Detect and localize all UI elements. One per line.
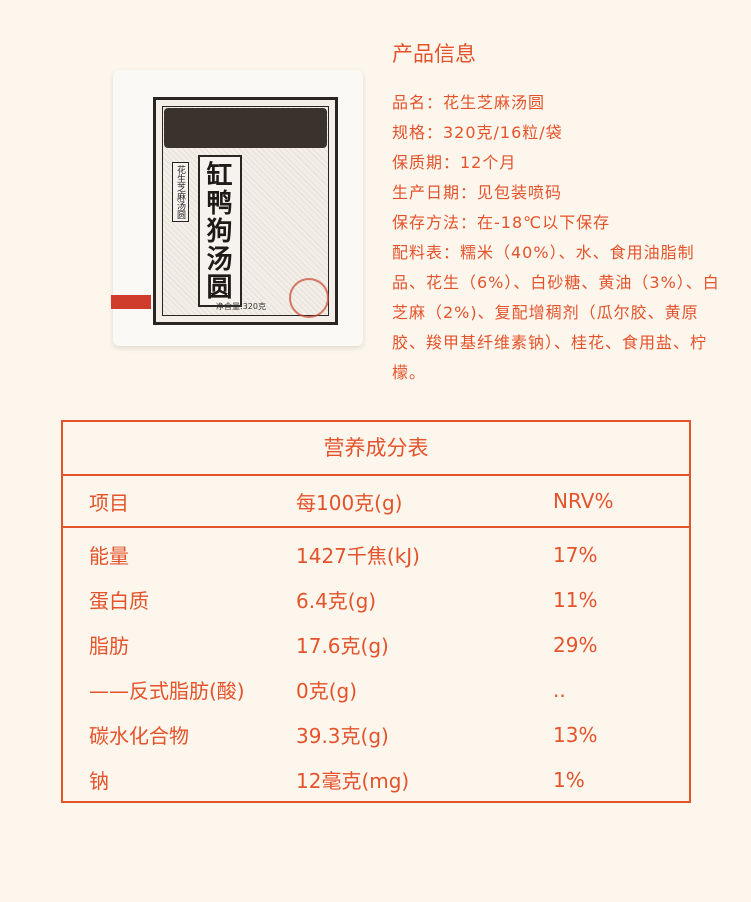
table-row: 能量 1427千焦(kJ) 17% xyxy=(63,532,689,577)
package-brand: 缸鸭狗汤圆 xyxy=(198,155,242,307)
info-spec: 规格：320克/16粒/袋 xyxy=(392,123,563,142)
cell-nrv: 13% xyxy=(553,722,598,747)
cell-item: 脂肪 xyxy=(89,634,129,658)
table-row: 脂肪 17.6克(g) 29% xyxy=(63,622,689,667)
header-item: 项目 xyxy=(89,490,129,515)
info-title: 产品信息 xyxy=(392,42,476,66)
header-nrv: NRV% xyxy=(553,489,614,513)
cell-value: 12毫克(mg) xyxy=(296,769,410,793)
cell-nrv: 29% xyxy=(553,632,598,657)
package-label: 花生芝麻汤圆 缸鸭狗汤圆 净含量:320克 xyxy=(153,97,338,325)
table-row: 钠 12毫克(mg) 1% xyxy=(63,757,689,802)
info-production-date: 生产日期：见包装喷码 xyxy=(392,183,563,202)
cell-item: 钠 xyxy=(89,769,109,793)
nutrition-table: 营养成分表 项目 每100克(g) NRV% 能量 1427千焦(kJ) 17% 蛋… xyxy=(61,420,691,803)
package-subtitle: 花生芝麻汤圆 xyxy=(172,162,189,222)
cell-value: 39.3克(g) xyxy=(296,724,389,748)
cell-nrv: 1% xyxy=(553,767,585,792)
cell-item: 能量 xyxy=(89,544,129,568)
cell-item: 蛋白质 xyxy=(89,589,149,613)
nutrition-title: 营养成分表 xyxy=(63,422,689,476)
red-tag xyxy=(111,295,151,309)
table-row: 蛋白质 6.4克(g) 11% xyxy=(63,577,689,622)
info-storage: 保存方法：在-18℃以下保存 xyxy=(392,213,611,232)
cell-item: ——反式脂肪(酸) xyxy=(89,679,245,703)
product-package-image: 花生芝麻汤圆 缸鸭狗汤圆 净含量:320克 xyxy=(111,70,363,346)
info-shelf-life: 保质期：12个月 xyxy=(392,153,517,172)
product-info: 品名：花生芝麻汤圆 规格：320克/16粒/袋 保质期：12个月 生产日期：见包… xyxy=(392,88,722,388)
storefront-illustration xyxy=(164,108,327,148)
cell-nrv: 17% xyxy=(553,542,598,567)
cell-item: 碳水化合物 xyxy=(89,724,189,748)
table-header: 项目 每100克(g) NRV% xyxy=(63,476,689,528)
cell-value: 17.6克(g) xyxy=(296,634,389,658)
seal-stamp xyxy=(289,278,329,318)
info-name: 品名：花生芝麻汤圆 xyxy=(392,93,546,112)
cell-value: 0克(g) xyxy=(296,679,358,703)
cell-nrv: .. xyxy=(553,677,566,702)
info-ingredients: 配料表：糯米（40%）、水、食用油脂制品、花生（6%）、白砂糖、黄油（3%）、白… xyxy=(392,243,720,382)
header-per100g: 每100克(g) xyxy=(296,490,403,515)
cell-value: 6.4克(g) xyxy=(296,589,377,613)
package-net-weight: 净含量:320克 xyxy=(216,302,266,311)
table-row: ——反式脂肪(酸) 0克(g).. xyxy=(63,667,689,712)
cell-value: 1427千焦(kJ) xyxy=(296,544,420,568)
cell-nrv: 11% xyxy=(553,587,598,612)
table-row: 碳水化合物 39.3克(g) 13% xyxy=(63,712,689,757)
